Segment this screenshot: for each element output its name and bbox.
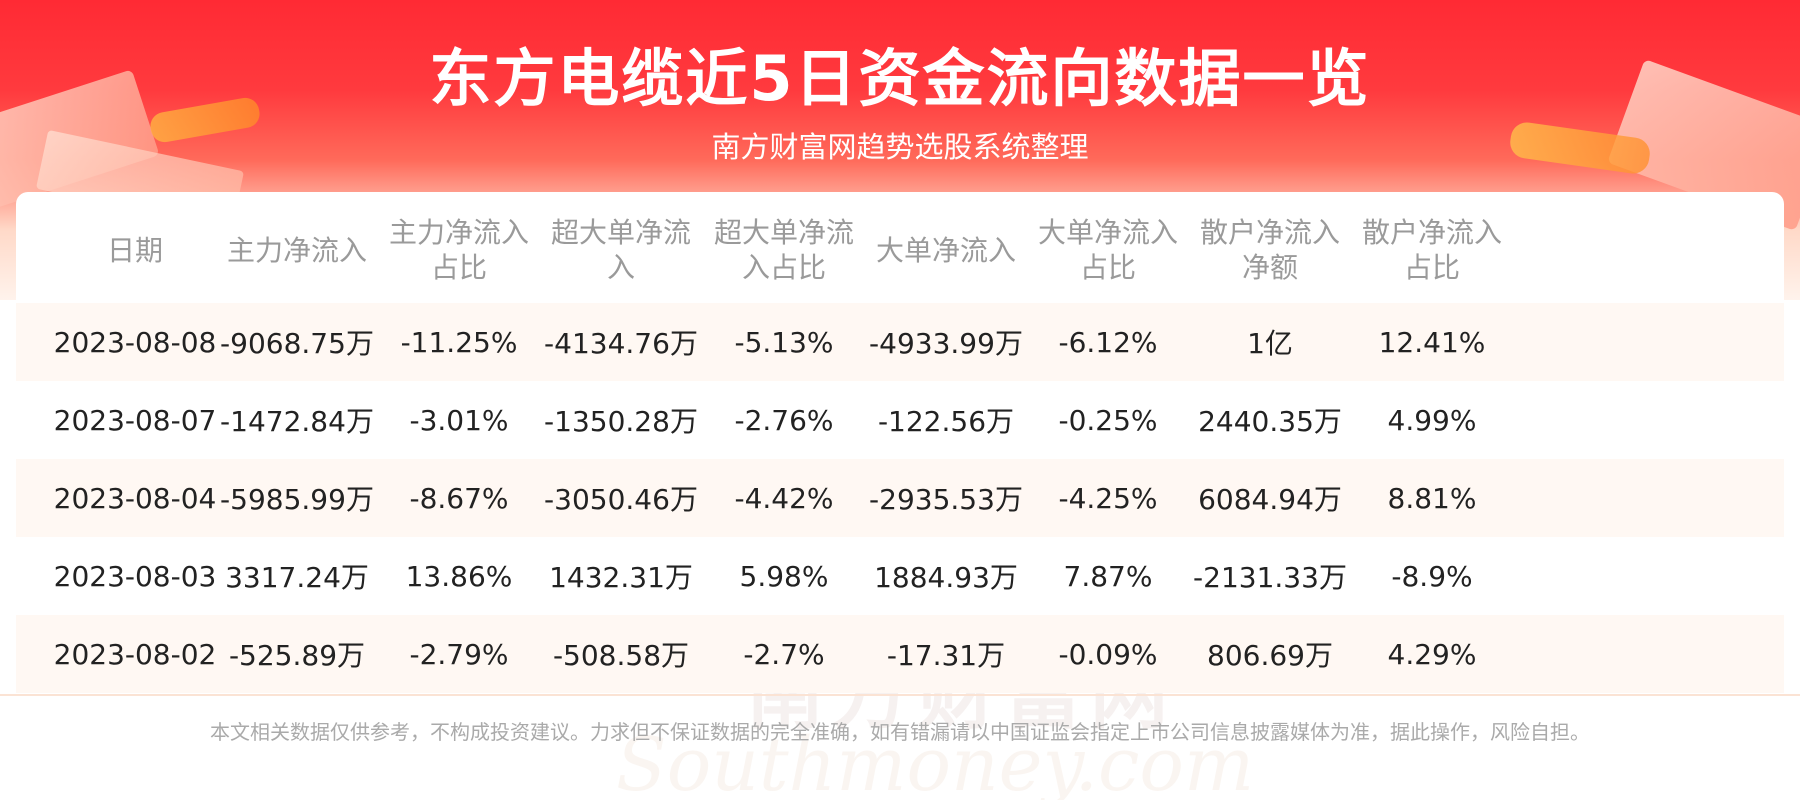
column-header-line: 占比: [1079, 251, 1136, 284]
value-cell: -17.31万: [886, 639, 1006, 672]
value-cell: -2.79%: [409, 637, 509, 671]
column-header-line: 主力净流入: [388, 216, 529, 249]
value-cell: -2.76%: [734, 403, 834, 437]
date-cell: 2023-08-02: [53, 637, 217, 671]
value-cell: -4.25%: [1058, 481, 1158, 515]
date-cell: 2023-08-08: [53, 325, 217, 359]
table-row: 2023-08-03 3317.24万 13.86% 1432.31万 5.98% 188…: [16, 537, 1784, 615]
value-cell: -1350.28万: [544, 405, 698, 438]
column-header-line: 入占比: [741, 251, 826, 284]
column-header: 散户净流入 占比: [1339, 212, 1525, 288]
value-cell: -122.56万: [877, 405, 1015, 438]
date-cell: 2023-08-03: [53, 559, 217, 593]
value-cell: -6.12%: [1058, 325, 1158, 359]
value-cell: -525.89万: [228, 639, 366, 672]
page-title: 东方电缆近5日资金流向数据一览: [429, 42, 1371, 115]
value-cell: 7.87%: [1063, 559, 1153, 593]
column-header: 主力净流入 占比: [366, 212, 552, 288]
value-cell: -4933.99万: [869, 327, 1023, 360]
value-cell: -8.67%: [409, 481, 509, 515]
value-cell: 8.81%: [1387, 481, 1477, 515]
value-cell: 1884.93万: [874, 561, 1018, 594]
value-cell: -8.9%: [1391, 559, 1473, 593]
column-header: 超大单净流 入占比: [691, 212, 877, 288]
column-header-line: 散户净流入: [1361, 216, 1502, 249]
value-cell: 3317.24万: [225, 561, 369, 594]
value-cell: -3050.46万: [544, 483, 698, 516]
value-cell: -5.13%: [734, 325, 834, 359]
disclaimer-text: 本文相关数据仅供参考，不构成投资建议。力求但不保证数据的完全准确，如有错漏请以中…: [210, 720, 1590, 744]
column-header-label: 日期: [107, 233, 163, 268]
column-header-label: 主力净流入 占比: [389, 215, 529, 285]
column-header-label: 超大单净流入: [551, 215, 691, 285]
column-header-line: 日期: [106, 233, 163, 267]
value-cell: -1472.84万: [220, 405, 374, 438]
value-cell: -0.09%: [1058, 637, 1158, 671]
value-cell: 4.29%: [1387, 637, 1477, 671]
table-header: 日期 主力净流入 主力净流入 占比 超大单净流入超大单净流 入占比 大单净流入 大单净流入 占比…: [16, 192, 1784, 302]
page-subtitle: 南方财富网趋势选股系统整理: [711, 130, 1089, 164]
value-cell: -11.25%: [400, 325, 518, 359]
column-header-line: 散户净流入: [1199, 216, 1340, 249]
column-header: 主力净流入: [204, 212, 390, 288]
value-cell: 4.99%: [1387, 403, 1477, 437]
value-cell: -2131.33万: [1193, 561, 1347, 594]
column-header-line: 占比: [1403, 251, 1460, 284]
column-header-line: 大单净流入: [1037, 216, 1178, 249]
column-header-line: 大单净流入: [875, 233, 1016, 267]
value-cell: 12.41%: [1378, 325, 1486, 359]
value-cell: 5.98%: [739, 559, 829, 593]
date-cell: 2023-08-04: [53, 481, 217, 515]
column-header-line: 净额: [1241, 251, 1298, 284]
column-header-line: 主力净流入: [226, 233, 367, 267]
value-cell: 806.69万: [1207, 639, 1333, 672]
table-row: 2023-08-07 -1472.84万 -3.01% -1350.28万 -2.76%…: [16, 381, 1784, 459]
value-cell: 2440.35万: [1198, 405, 1342, 438]
value-cell: -2.7%: [743, 637, 825, 671]
column-header: 超大单净流入: [528, 212, 714, 288]
value-cell: 6084.94万: [1198, 483, 1342, 516]
date-cell: 2023-08-07: [53, 403, 217, 437]
value-cell: 1亿: [1247, 327, 1293, 360]
column-header: 大单净流入: [853, 212, 1039, 288]
column-header-line: 入: [606, 251, 635, 284]
column-header-line: 超大单净流: [550, 216, 691, 249]
column-header-line: 占比: [430, 251, 487, 284]
column-header: 日期: [42, 212, 228, 288]
column-header: 散户净流入 净额: [1177, 212, 1363, 288]
value-cell: -508.58万: [552, 639, 690, 672]
table-row: 2023-08-08 -9068.75万 -11.25% -4134.76万 -5.13…: [16, 303, 1784, 381]
column-header-label: 散户净流入 占比: [1362, 215, 1502, 285]
value-cell: -9068.75万: [220, 327, 374, 360]
column-header-label: 主力净流入: [227, 233, 367, 268]
value-cell: -0.25%: [1058, 403, 1158, 437]
value-cell: -3.01%: [409, 403, 509, 437]
column-header-label: 大单净流入: [876, 233, 1016, 268]
data-table-card: 南方财富网 Southmoney.com 日期主力净流入主力净流入占比超大单净流…: [16, 192, 1784, 800]
column-header-label: 散户净流入 净额: [1200, 215, 1340, 285]
column-header-line: 超大单净流: [713, 216, 854, 249]
table-row: 2023-08-04 -5985.99万 -8.67% -3050.46万 -4.42%…: [16, 459, 1784, 537]
value-cell: -5985.99万: [220, 483, 374, 516]
value-cell: -4134.76万: [544, 327, 698, 360]
footer-divider: [0, 694, 1800, 696]
column-header-label: 超大单净流 入占比: [714, 215, 854, 285]
column-header-label: 大单净流入 占比: [1038, 215, 1178, 285]
column-header: 大单净流入 占比: [1015, 212, 1201, 288]
table-row: 2023-08-02 -525.89万 -2.79% -508.58万 -2.7% -17…: [16, 615, 1784, 693]
value-cell: -2935.53万: [869, 483, 1023, 516]
value-cell: 1432.31万: [549, 561, 693, 594]
value-cell: -4.42%: [734, 481, 834, 515]
value-cell: 13.86%: [405, 559, 513, 593]
